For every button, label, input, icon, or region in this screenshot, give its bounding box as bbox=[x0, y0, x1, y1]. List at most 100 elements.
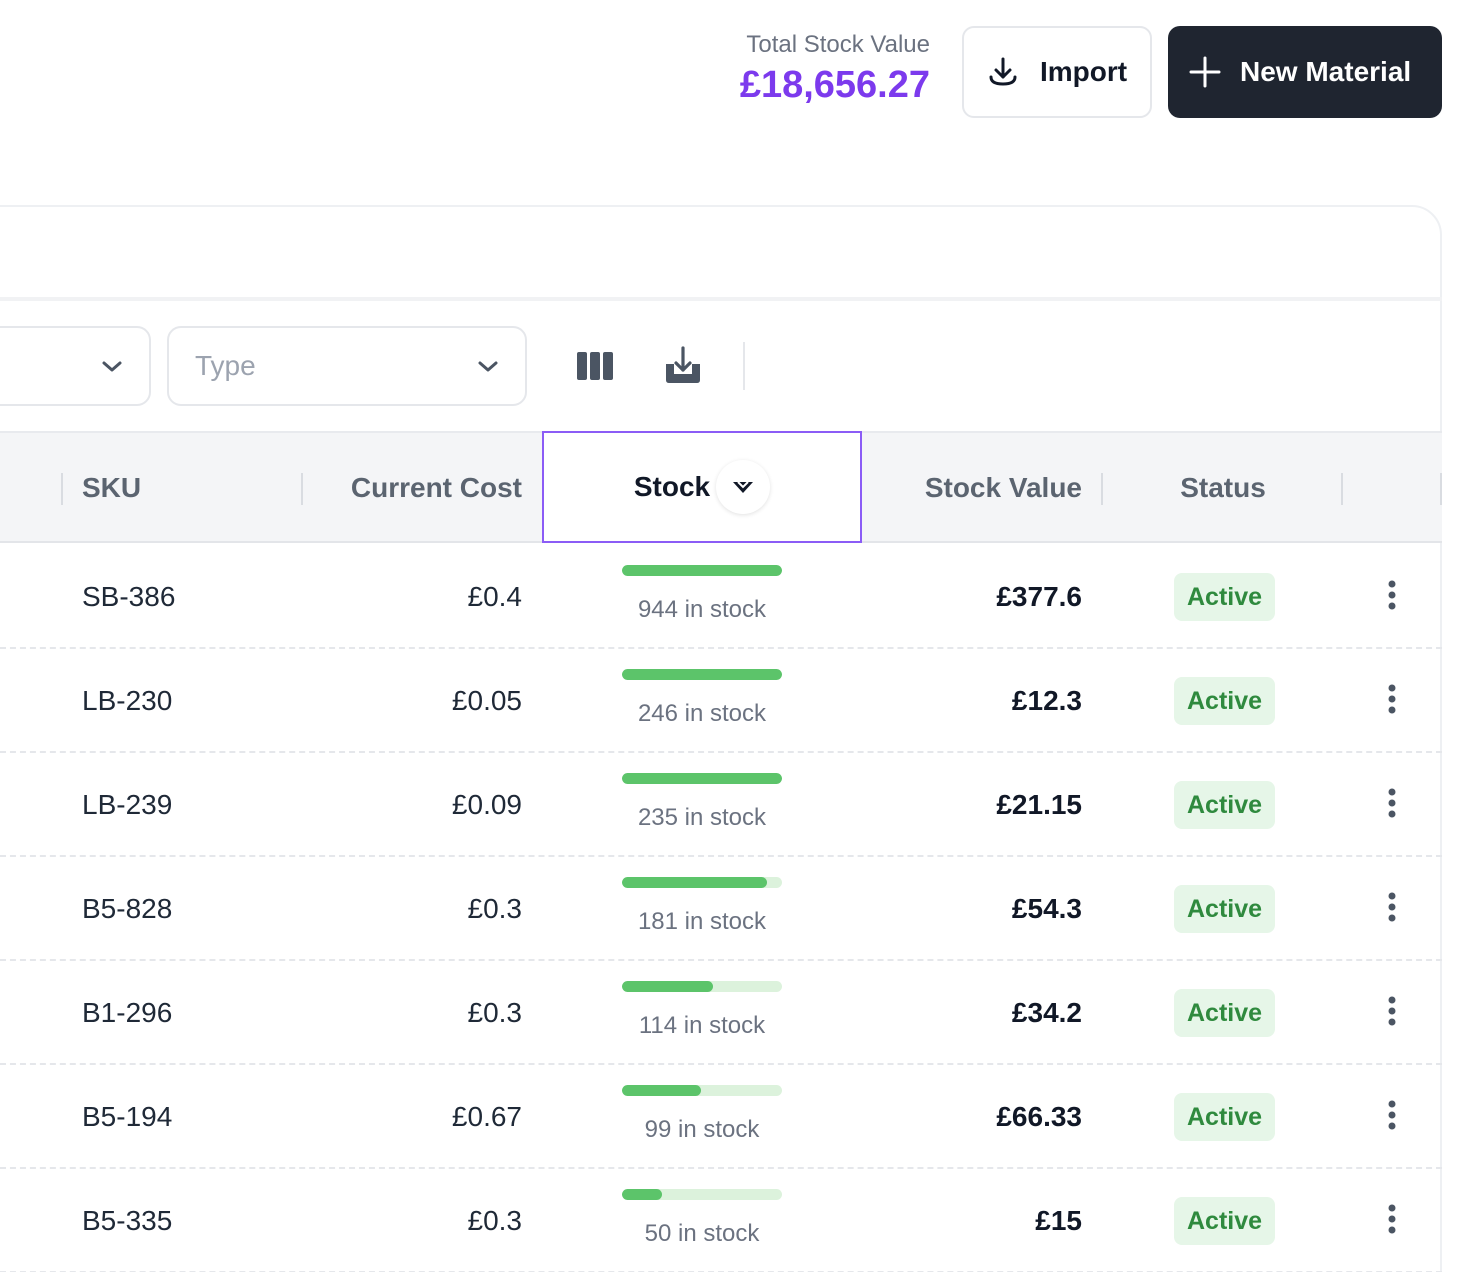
table-row[interactable]: LB-239 £0.09 235 in stock £21.15 Active bbox=[0, 753, 1442, 857]
current-cost-cell: £0.67 bbox=[451, 1101, 522, 1132]
current-cost-cell: £0.3 bbox=[467, 1205, 523, 1236]
stock-level-fill bbox=[622, 980, 714, 992]
more-options-icon[interactable] bbox=[1378, 579, 1406, 615]
stock-count: 99 in stock bbox=[644, 1115, 760, 1143]
stock-level-fill bbox=[622, 1188, 662, 1200]
sort-desc-icon bbox=[733, 481, 754, 493]
type-select[interactable]: Type bbox=[167, 326, 527, 406]
more-options-icon[interactable] bbox=[1378, 683, 1406, 719]
stock-value-cell: £12.3 bbox=[1011, 685, 1082, 716]
stock-level-bar bbox=[622, 564, 782, 576]
status-badge: Active bbox=[1174, 1197, 1276, 1245]
table-row[interactable]: B5-335 £0.3 50 in stock £15 Active bbox=[0, 1169, 1442, 1272]
current-cost-cell: £0.4 bbox=[467, 581, 523, 612]
stock-value-cell: £66.33 bbox=[996, 1101, 1082, 1132]
column-divider bbox=[1341, 473, 1343, 505]
stock-count: 235 in stock bbox=[637, 803, 767, 831]
status-badge: Active bbox=[1174, 1093, 1276, 1141]
stock-level-fill bbox=[622, 1084, 702, 1096]
column-divider bbox=[1101, 473, 1103, 505]
stock-level-bar bbox=[622, 1084, 782, 1096]
stock-level-fill bbox=[622, 772, 782, 784]
stock-level-bar bbox=[622, 1188, 782, 1200]
stock-value-cell: £21.15 bbox=[996, 789, 1082, 820]
current-cost-cell: £0.3 bbox=[467, 893, 523, 924]
sku-cell: B5-828 bbox=[82, 893, 173, 924]
stock-level-bar bbox=[622, 980, 782, 992]
stock-cell: 944 in stock bbox=[622, 545, 782, 649]
toolbar-divider bbox=[743, 342, 745, 390]
sku-cell: SB-386 bbox=[82, 581, 176, 612]
column-header-stock[interactable]: Stock bbox=[542, 431, 862, 543]
status-badge: Active bbox=[1174, 781, 1276, 829]
chevron-down-icon bbox=[99, 353, 125, 379]
stock-value-cell: £34.2 bbox=[1011, 997, 1082, 1028]
stock-level-fill bbox=[622, 876, 767, 888]
column-header-current-cost[interactable]: Current Cost bbox=[350, 472, 522, 503]
total-stock-amount: £18,656.27 bbox=[739, 64, 930, 106]
new-material-button[interactable]: New Material bbox=[1168, 26, 1442, 118]
stock-count: 114 in stock bbox=[638, 1011, 766, 1039]
card-divider bbox=[0, 297, 1442, 301]
stock-level-fill bbox=[622, 564, 782, 576]
stock-level-fill bbox=[622, 668, 782, 680]
export-icon[interactable] bbox=[664, 346, 704, 386]
columns-icon[interactable] bbox=[576, 346, 616, 386]
sku-cell: B5-194 bbox=[82, 1101, 173, 1132]
stock-count: 50 in stock bbox=[644, 1219, 760, 1247]
table-row[interactable]: B5-194 £0.67 99 in stock £66.33 Active bbox=[0, 1065, 1442, 1169]
status-badge: Active bbox=[1174, 573, 1276, 621]
new-material-label: New Material bbox=[1240, 56, 1412, 87]
stock-cell: 50 in stock bbox=[622, 1169, 782, 1272]
table-row[interactable]: LB-230 £0.05 246 in stock £12.3 Active bbox=[0, 649, 1442, 753]
more-options-icon[interactable] bbox=[1378, 1203, 1406, 1239]
stock-header-label: Stock bbox=[633, 471, 711, 502]
stock-cell: 235 in stock bbox=[622, 753, 782, 857]
column-header-sku[interactable]: SKU bbox=[82, 472, 142, 503]
stock-level-bar bbox=[622, 772, 782, 784]
import-label: Import bbox=[1040, 56, 1128, 87]
filter-select[interactable] bbox=[0, 326, 151, 406]
stock-value-cell: £15 bbox=[1035, 1205, 1082, 1236]
type-placeholder: Type bbox=[195, 350, 256, 381]
table-row[interactable]: B1-296 £0.3 114 in stock £34.2 Active bbox=[0, 961, 1442, 1065]
status-badge: Active bbox=[1174, 989, 1276, 1037]
import-button[interactable]: Import bbox=[962, 26, 1152, 118]
stock-value-cell: £377.6 bbox=[996, 581, 1082, 612]
column-header-status[interactable]: Status bbox=[1180, 472, 1266, 503]
total-stock-value: Total Stock Value £18,656.27 bbox=[740, 30, 930, 108]
total-stock-label: Total Stock Value bbox=[746, 31, 930, 58]
current-cost-cell: £0.09 bbox=[451, 789, 522, 820]
status-badge: Active bbox=[1174, 885, 1276, 933]
current-cost-cell: £0.05 bbox=[451, 685, 522, 716]
column-divider bbox=[301, 473, 303, 505]
sku-cell: B1-296 bbox=[82, 997, 173, 1028]
sku-cell: LB-239 bbox=[82, 789, 173, 820]
more-options-icon[interactable] bbox=[1378, 995, 1406, 1031]
stock-cell: 246 in stock bbox=[622, 649, 782, 753]
stock-cell: 114 in stock bbox=[622, 961, 782, 1065]
column-divider bbox=[1440, 473, 1442, 505]
more-options-icon[interactable] bbox=[1378, 787, 1406, 823]
column-divider bbox=[61, 473, 63, 505]
column-header-stock-value[interactable]: Stock Value bbox=[924, 472, 1082, 503]
more-options-icon[interactable] bbox=[1378, 1099, 1406, 1135]
sku-cell: B5-335 bbox=[82, 1205, 173, 1236]
table-row[interactable]: B5-828 £0.3 181 in stock £54.3 Active bbox=[0, 857, 1442, 961]
stock-level-bar bbox=[622, 668, 782, 680]
download-icon bbox=[986, 55, 1020, 89]
stock-count: 246 in stock bbox=[637, 699, 767, 727]
table-row[interactable]: SB-386 £0.4 944 in stock £377.6 Active bbox=[0, 545, 1442, 649]
plus-icon bbox=[1188, 55, 1222, 89]
stock-cell: 181 in stock bbox=[622, 857, 782, 961]
status-badge: Active bbox=[1174, 677, 1276, 725]
stock-cell: 99 in stock bbox=[622, 1065, 782, 1169]
sku-cell: LB-230 bbox=[82, 685, 173, 716]
stock-count: 944 in stock bbox=[637, 595, 767, 623]
stock-value-cell: £54.3 bbox=[1011, 893, 1082, 924]
sort-button[interactable] bbox=[716, 460, 771, 514]
more-options-icon[interactable] bbox=[1378, 891, 1406, 927]
chevron-down-icon bbox=[475, 353, 501, 379]
current-cost-cell: £0.3 bbox=[467, 997, 523, 1028]
